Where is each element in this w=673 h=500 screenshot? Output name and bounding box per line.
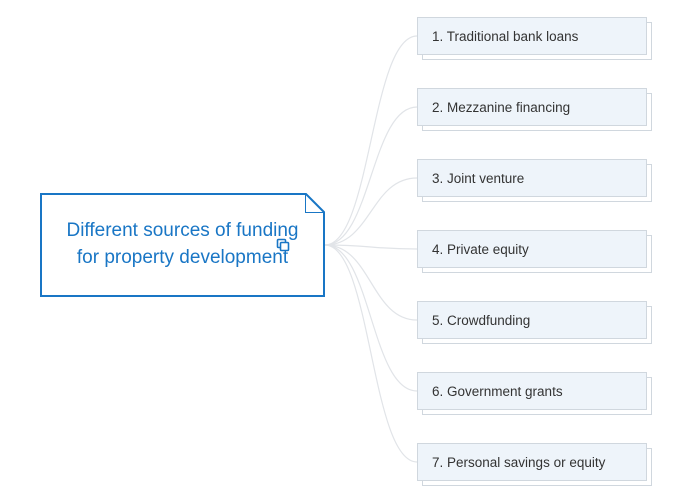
leaf-label: 1. Traditional bank loans xyxy=(432,29,578,44)
leaf-node[interactable]: 2. Mezzanine financing xyxy=(417,88,647,126)
leaf-label: 2. Mezzanine financing xyxy=(432,100,570,115)
folded-corner-icon xyxy=(305,193,325,213)
leaf-node[interactable]: 5. Crowdfunding xyxy=(417,301,647,339)
leaf-node[interactable]: 7. Personal savings or equity xyxy=(417,443,647,481)
leaf-node[interactable]: 3. Joint venture xyxy=(417,159,647,197)
leaf-label: 7. Personal savings or equity xyxy=(432,455,605,470)
copy-icon[interactable] xyxy=(274,236,292,254)
leaf-label: 4. Private equity xyxy=(432,242,529,257)
leaf-label: 3. Joint venture xyxy=(432,171,524,186)
mindmap-canvas: Different sources of funding for propert… xyxy=(0,0,673,500)
root-label: Different sources of funding for propert… xyxy=(62,218,303,271)
leaf-label: 6. Government grants xyxy=(432,384,563,399)
leaf-label: 5. Crowdfunding xyxy=(432,313,530,328)
leaf-node[interactable]: 1. Traditional bank loans xyxy=(417,17,647,55)
leaf-node[interactable]: 6. Government grants xyxy=(417,372,647,410)
leaf-node[interactable]: 4. Private equity xyxy=(417,230,647,268)
